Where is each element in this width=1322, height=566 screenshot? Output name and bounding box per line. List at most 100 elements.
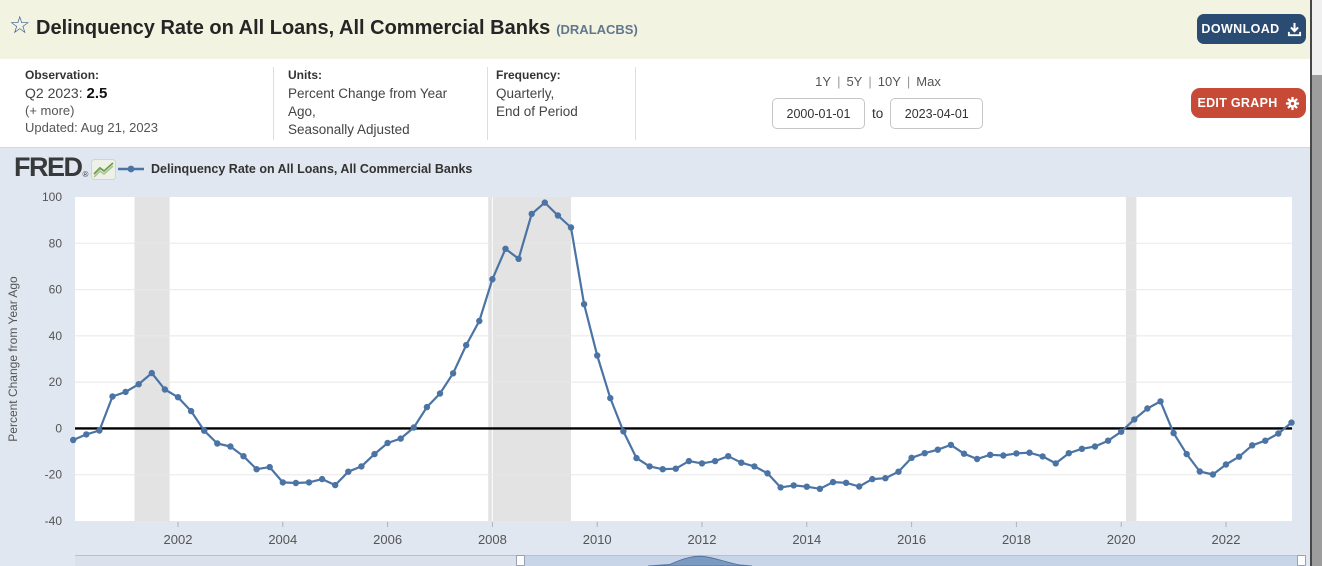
data-point-marker[interactable] bbox=[594, 352, 601, 359]
data-point-marker[interactable] bbox=[1157, 398, 1164, 405]
data-point-marker[interactable] bbox=[960, 450, 968, 457]
data-point-marker[interactable] bbox=[633, 454, 640, 462]
data-point-marker[interactable] bbox=[580, 301, 588, 308]
data-point-marker[interactable] bbox=[240, 453, 247, 460]
data-point-marker[interactable] bbox=[1183, 450, 1190, 458]
date-to-input[interactable]: 2023-04-01 bbox=[890, 98, 984, 129]
data-point-marker[interactable] bbox=[685, 457, 693, 465]
data-point-marker[interactable] bbox=[1091, 443, 1099, 450]
range-link-1y[interactable]: 1Y bbox=[815, 74, 832, 89]
edit-graph-button[interactable]: EDIT GRAPH bbox=[1191, 88, 1306, 118]
data-point-marker[interactable] bbox=[973, 455, 981, 463]
data-point-marker[interactable] bbox=[947, 441, 955, 449]
slider-handle-left[interactable] bbox=[516, 555, 525, 566]
data-point-marker[interactable] bbox=[829, 478, 837, 486]
data-point-marker[interactable] bbox=[1262, 437, 1269, 444]
data-point-marker[interactable] bbox=[1288, 419, 1295, 426]
fred-logo[interactable]: FRED ® bbox=[14, 154, 117, 181]
data-point-marker[interactable] bbox=[345, 468, 352, 475]
data-point-marker[interactable] bbox=[620, 428, 627, 435]
data-point-marker[interactable] bbox=[895, 468, 902, 475]
data-point-marker[interactable] bbox=[449, 370, 457, 377]
data-point-marker[interactable] bbox=[725, 453, 732, 460]
data-point-marker[interactable] bbox=[174, 394, 182, 401]
data-point-marker[interactable] bbox=[253, 466, 260, 473]
download-button[interactable]: DOWNLOAD bbox=[1197, 14, 1306, 44]
data-point-marker[interactable] bbox=[463, 341, 470, 349]
data-point-marker[interactable] bbox=[790, 482, 797, 489]
data-point-marker[interactable] bbox=[1131, 416, 1138, 423]
data-point-marker[interactable] bbox=[1170, 429, 1177, 437]
data-point-marker[interactable] bbox=[266, 463, 273, 471]
data-point-marker[interactable] bbox=[1275, 430, 1282, 437]
line-chart[interactable]: 100 80 60 40 20 0 -20 -40 2002 2004 2006 2008 2010 20… bbox=[0, 190, 1310, 555]
data-point-marker[interactable] bbox=[1249, 442, 1256, 449]
data-point-marker[interactable] bbox=[358, 463, 365, 470]
data-point-marker[interactable] bbox=[869, 475, 876, 483]
data-point-marker[interactable] bbox=[607, 394, 614, 402]
data-point-marker[interactable] bbox=[1209, 471, 1217, 478]
data-point-marker[interactable] bbox=[214, 440, 221, 447]
data-point-marker[interactable] bbox=[122, 388, 129, 396]
data-point-marker[interactable] bbox=[751, 463, 758, 470]
data-point-marker[interactable] bbox=[397, 435, 404, 442]
data-point-marker[interactable] bbox=[1052, 460, 1059, 467]
data-point-marker[interactable] bbox=[816, 485, 824, 492]
page-scrollbar[interactable] bbox=[1310, 0, 1322, 566]
data-point-marker[interactable] bbox=[646, 463, 653, 470]
data-point-marker[interactable] bbox=[803, 483, 810, 490]
slider-handle-right[interactable] bbox=[1297, 555, 1306, 566]
data-point-marker[interactable] bbox=[711, 457, 719, 465]
data-point-marker[interactable] bbox=[83, 431, 90, 438]
data-point-marker[interactable] bbox=[528, 210, 535, 218]
series-markers[interactable] bbox=[70, 199, 1295, 492]
series-line[interactable] bbox=[72, 201, 1293, 490]
data-point-marker[interactable] bbox=[554, 212, 562, 219]
data-point-marker[interactable] bbox=[515, 255, 522, 262]
data-point-marker[interactable] bbox=[777, 484, 784, 491]
data-point-marker[interactable] bbox=[436, 390, 444, 397]
data-point-marker[interactable] bbox=[738, 459, 745, 466]
data-point-marker[interactable] bbox=[934, 446, 941, 453]
data-point-marker[interactable] bbox=[1026, 449, 1033, 456]
data-point-marker[interactable] bbox=[567, 224, 575, 231]
data-point-marker[interactable] bbox=[1104, 437, 1112, 444]
data-point-marker[interactable] bbox=[908, 454, 915, 461]
data-point-marker[interactable] bbox=[1013, 450, 1020, 457]
data-point-marker[interactable] bbox=[672, 465, 679, 472]
data-point-marker[interactable] bbox=[384, 439, 391, 447]
range-link-max[interactable]: Max bbox=[916, 74, 941, 89]
data-point-marker[interactable] bbox=[161, 386, 169, 393]
data-point-marker[interactable] bbox=[1235, 453, 1243, 460]
data-point-marker[interactable] bbox=[201, 427, 208, 434]
data-point-marker[interactable] bbox=[135, 381, 142, 388]
data-point-marker[interactable] bbox=[1118, 428, 1125, 435]
range-link-5y[interactable]: 5Y bbox=[846, 74, 863, 89]
data-point-marker[interactable] bbox=[1078, 445, 1086, 452]
data-point-marker[interactable] bbox=[292, 479, 300, 487]
data-point-marker[interactable] bbox=[842, 479, 850, 486]
data-point-marker[interactable] bbox=[856, 483, 863, 490]
data-point-marker[interactable] bbox=[332, 481, 339, 489]
data-point-marker[interactable] bbox=[698, 460, 706, 467]
data-point-marker[interactable] bbox=[502, 245, 509, 252]
range-link-10y[interactable]: 10Y bbox=[877, 74, 901, 89]
data-point-marker[interactable] bbox=[1000, 452, 1007, 459]
data-point-marker[interactable] bbox=[1144, 405, 1151, 412]
data-point-marker[interactable] bbox=[305, 479, 313, 486]
data-point-marker[interactable] bbox=[70, 436, 77, 444]
data-point-marker[interactable] bbox=[882, 475, 889, 482]
data-point-marker[interactable] bbox=[1222, 461, 1230, 468]
data-point-marker[interactable] bbox=[318, 475, 326, 483]
data-point-marker[interactable] bbox=[541, 199, 548, 206]
data-point-marker[interactable] bbox=[148, 369, 155, 377]
favorite-star-icon[interactable]: ☆ bbox=[9, 11, 31, 39]
data-point-marker[interactable] bbox=[659, 466, 666, 473]
more-observations-link[interactable]: (+ more) bbox=[25, 103, 75, 118]
data-point-marker[interactable] bbox=[410, 424, 417, 431]
data-point-marker[interactable] bbox=[96, 427, 103, 434]
data-point-marker[interactable] bbox=[279, 479, 286, 486]
data-point-marker[interactable] bbox=[489, 276, 496, 283]
data-point-marker[interactable] bbox=[227, 443, 234, 450]
plot-area[interactable] bbox=[75, 197, 1292, 521]
